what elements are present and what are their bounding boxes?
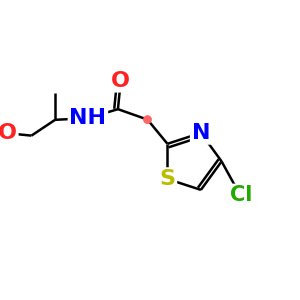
- Text: O: O: [0, 123, 17, 143]
- Circle shape: [144, 116, 151, 123]
- Text: Cl: Cl: [230, 185, 252, 205]
- Text: NH: NH: [69, 108, 106, 128]
- Text: O: O: [111, 71, 130, 91]
- Text: S: S: [159, 169, 176, 189]
- Text: N: N: [192, 123, 210, 143]
